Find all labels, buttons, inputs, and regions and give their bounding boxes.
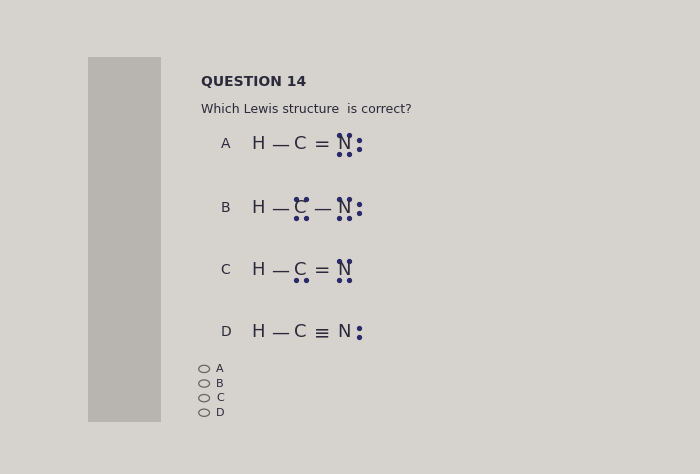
Text: —: —	[271, 200, 289, 218]
Text: =: =	[314, 135, 330, 154]
Text: N: N	[337, 136, 351, 154]
Text: N: N	[337, 200, 351, 218]
Text: C: C	[295, 200, 307, 218]
Text: —: —	[271, 136, 289, 154]
Text: H: H	[251, 136, 265, 154]
Text: —: —	[314, 200, 331, 218]
Text: C: C	[220, 264, 230, 277]
Text: =: =	[314, 261, 330, 280]
Text: D: D	[216, 408, 225, 418]
Text: H: H	[251, 261, 265, 279]
Text: A: A	[220, 137, 230, 152]
Text: ≡: ≡	[314, 323, 330, 342]
Text: C: C	[216, 393, 224, 403]
Text: A: A	[216, 364, 224, 374]
Text: H: H	[251, 323, 265, 341]
Text: N: N	[337, 323, 351, 341]
Text: Which Lewis structure  is correct?: Which Lewis structure is correct?	[202, 102, 412, 116]
Text: QUESTION 14: QUESTION 14	[202, 75, 307, 89]
Text: B: B	[216, 379, 224, 389]
Text: —: —	[271, 261, 289, 279]
Text: H: H	[251, 200, 265, 218]
Text: N: N	[337, 261, 351, 279]
Text: C: C	[295, 323, 307, 341]
Text: —: —	[271, 323, 289, 341]
Bar	[88, 57, 161, 422]
Text: B: B	[220, 201, 230, 215]
Text: D: D	[220, 326, 231, 339]
Text: C: C	[295, 136, 307, 154]
Text: C: C	[295, 261, 307, 279]
